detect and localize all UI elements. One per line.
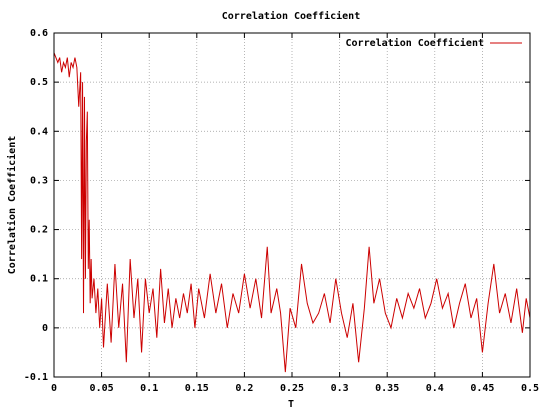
x-tick-label: 0.2 bbox=[235, 383, 253, 394]
y-tick-label: 0 bbox=[42, 323, 48, 334]
y-tick-label: -0.1 bbox=[24, 372, 48, 383]
data-line bbox=[53, 52, 531, 373]
legend-label: Correlation Coefficient bbox=[346, 37, 484, 49]
x-tick-label: 0.1 bbox=[140, 383, 158, 394]
x-tick-label: 0 bbox=[51, 383, 57, 394]
y-tick-label: 0.4 bbox=[30, 126, 48, 137]
x-tick-label: 0.25 bbox=[280, 383, 304, 394]
x-tick-label: 0.5 bbox=[521, 383, 539, 394]
x-axis-label: T bbox=[288, 399, 294, 410]
plot-border bbox=[53, 32, 531, 378]
y-tick-label: 0.2 bbox=[30, 225, 48, 236]
y-tick-label: 0.5 bbox=[30, 77, 48, 88]
x-tick-label: 0.3 bbox=[331, 383, 349, 394]
x-tick-label: 0.05 bbox=[90, 383, 114, 394]
y-axis-label: Correlation Coefficient bbox=[6, 136, 18, 274]
y-tick-label: 0.6 bbox=[30, 28, 48, 39]
x-tick-label: 0.15 bbox=[185, 383, 209, 394]
x-tick-label: 0.4 bbox=[426, 383, 444, 394]
x-tick-label: 0.35 bbox=[375, 383, 399, 394]
chart-title: Correlation Coefficient bbox=[222, 10, 360, 22]
y-tick-label: 0.3 bbox=[30, 175, 48, 186]
y-tick-label: 0.1 bbox=[30, 274, 48, 285]
x-tick-label: 0.45 bbox=[470, 383, 494, 394]
